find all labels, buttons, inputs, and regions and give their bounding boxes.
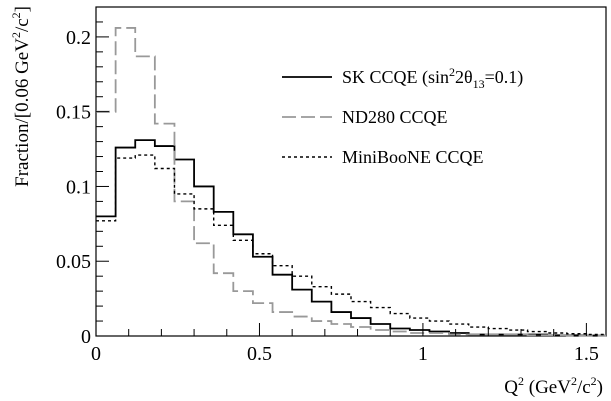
series-line-2 <box>96 27 606 337</box>
axes-layer: 0 0.5 1 1.5 0 0.05 0.1 0.15 0.2 <box>56 21 599 365</box>
legend-label-2: ND280 CCQE <box>342 107 448 127</box>
legend-label-3: MiniBooNE CCQE <box>342 147 484 167</box>
x-tick-label: 1 <box>418 343 428 365</box>
plot-border <box>95 6 607 337</box>
y-axis-title: Fraction/[0.06 GeV2/c2] <box>9 6 33 187</box>
legend-label-1: SK CCQE (sin22θ13=0.1) <box>342 65 523 91</box>
y-tick-label: 0 <box>81 326 91 348</box>
plot-frame <box>95 6 607 337</box>
x-tick-label: 0 <box>91 343 101 365</box>
series-layer <box>96 27 606 337</box>
y-tick-label: 0.1 <box>66 176 91 198</box>
y-tick-label: 0.15 <box>56 102 91 124</box>
series-line-1 <box>96 139 606 337</box>
legend: SK CCQE (sin22θ13=0.1) ND280 CCQE MiniBooN… <box>282 65 523 167</box>
series-line-3 <box>96 154 606 336</box>
y-tick-label: 0.05 <box>56 251 91 273</box>
x-tick-label: 1.5 <box>574 343 599 365</box>
y-tick-label: 0.2 <box>66 27 91 49</box>
x-tick-label: 0.5 <box>247 343 272 365</box>
x-axis-title: Q2 (GeV2/c2) <box>504 374 603 398</box>
